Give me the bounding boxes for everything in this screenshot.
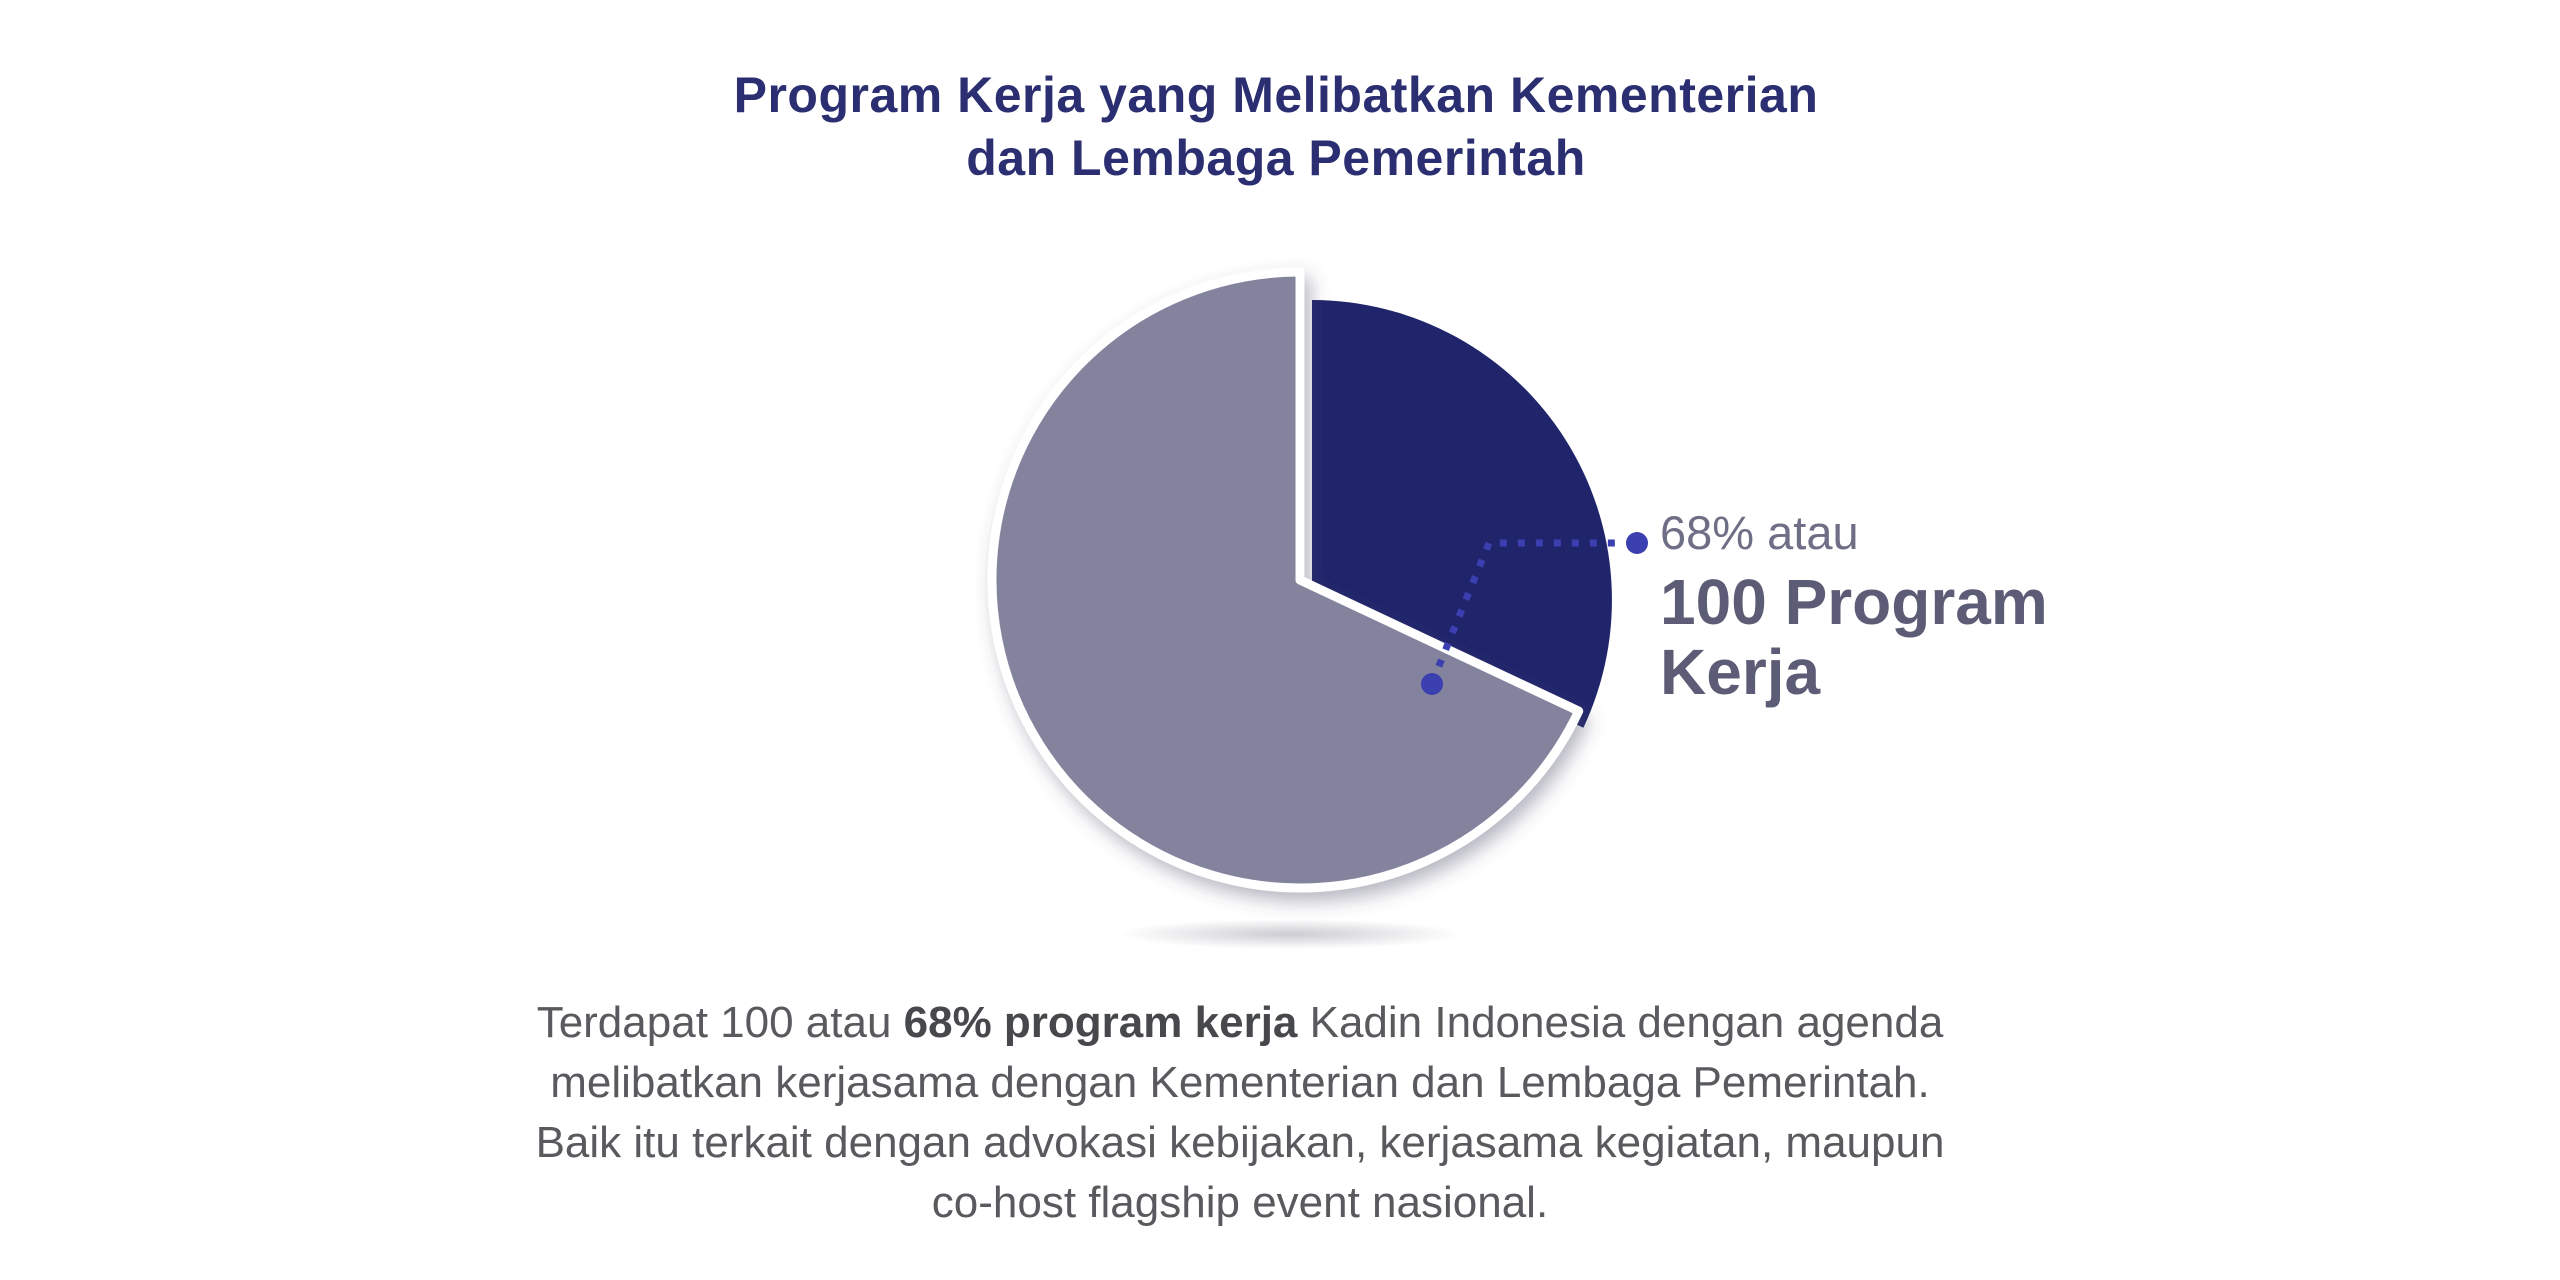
slice-callout: 68% atau 100 Program Kerja [1660, 505, 2048, 707]
description-paragraph: Terdapat 100 atau 68% program kerja Kadi… [440, 993, 2040, 1233]
page-title: Program Kerja yang Melibatkan Kementeria… [0, 64, 2552, 190]
pie-slice-light [987, 267, 1584, 893]
callout-percent: 68% atau [1660, 506, 1859, 559]
leader-line [1428, 539, 1620, 685]
description-line-1-post: Kadin Indonesia dengan agenda [1297, 998, 1944, 1047]
title-line-1: Program Kerja yang Melibatkan Kementeria… [733, 67, 1819, 123]
title-line-2: dan Lembaga Pemerintah [966, 130, 1586, 186]
callout-value-line1: 100 Program [1660, 566, 2048, 638]
callout-value-line2: Kerja [1660, 636, 1821, 708]
leader-dot-start [1421, 673, 1443, 695]
description-line-3: Baik itu terkait dengan advokasi kebijak… [535, 1118, 1945, 1167]
description-line-1-pre: Terdapat 100 atau [536, 998, 904, 1047]
ground-shadow [1118, 919, 1462, 949]
description-line-4: co-host flagship event nasional. [931, 1178, 1549, 1227]
description-line-1-bold: 68% program kerja [903, 998, 1298, 1047]
description-line-1: Terdapat 100 atau 68% program kerja Kadi… [440, 993, 2040, 1053]
leader-dot-end [1626, 532, 1648, 554]
description-line-2: melibatkan kerjasama dengan Kementerian … [550, 1058, 1930, 1107]
